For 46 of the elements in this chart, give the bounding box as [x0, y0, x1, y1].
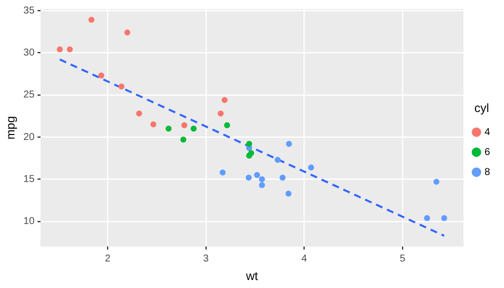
point: [98, 72, 104, 78]
legend-title: cyl: [474, 101, 490, 116]
point: [274, 156, 281, 163]
point: [246, 152, 252, 159]
y-tick-label: 30: [23, 47, 35, 58]
point: [280, 174, 286, 181]
y-tick-label: 10: [23, 216, 35, 228]
point: [136, 110, 142, 116]
point: [66, 46, 73, 52]
x-tick-label: 2: [104, 253, 111, 264]
point: [124, 29, 130, 36]
point: [224, 122, 230, 128]
x-tick-label: 4: [301, 253, 308, 264]
point: [433, 178, 440, 185]
point: [150, 121, 156, 128]
point: [222, 96, 228, 103]
point: [441, 215, 448, 222]
point: [166, 126, 172, 132]
point: [258, 176, 265, 182]
point: [246, 174, 252, 181]
point: [285, 190, 292, 197]
point: [286, 140, 292, 147]
point: [56, 46, 63, 52]
point: [254, 172, 260, 178]
x-tick-label: 5: [400, 253, 406, 264]
point: [258, 182, 265, 188]
legend-label: 4: [484, 126, 490, 138]
point: [308, 164, 314, 170]
point: [180, 136, 186, 143]
y-tick-label: 20: [23, 132, 35, 143]
point: [190, 126, 197, 132]
point: [118, 83, 124, 90]
point: [218, 110, 224, 116]
y-axis-title: mpg: [4, 116, 18, 140]
legend-label: 6: [484, 146, 490, 158]
x-axis-title: wt: [244, 269, 259, 284]
point: [181, 122, 188, 128]
point: [88, 16, 94, 23]
legend-label: 8: [484, 166, 490, 178]
point: [220, 170, 226, 176]
y-tick-label: 35: [23, 5, 35, 16]
y-tick-label: 25: [23, 90, 35, 101]
x-tick-label: 3: [203, 253, 210, 264]
y-tick-label: 15: [23, 174, 35, 186]
point: [246, 140, 252, 147]
point: [424, 215, 430, 222]
